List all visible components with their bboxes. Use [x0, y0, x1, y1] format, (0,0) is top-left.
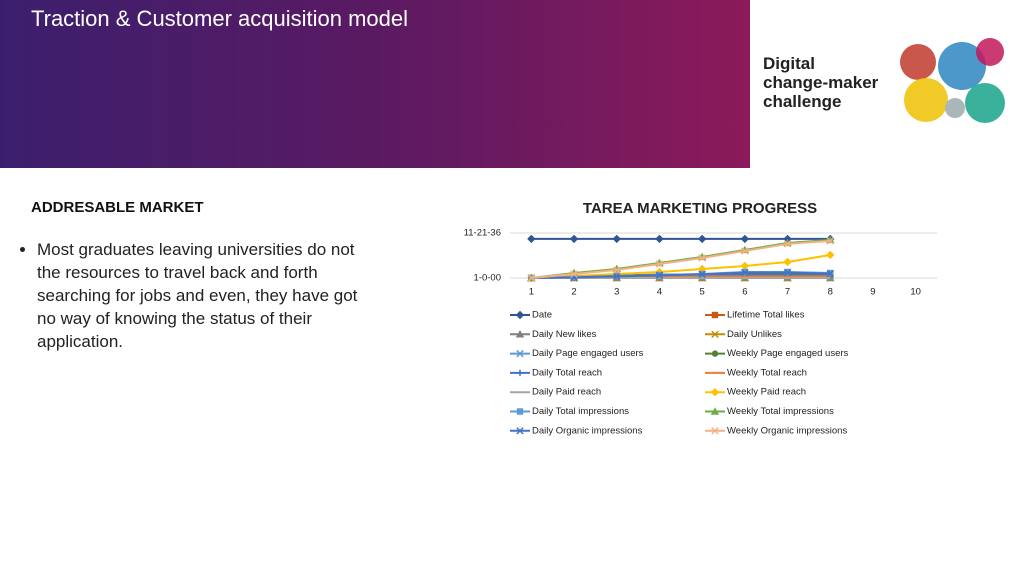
y-tick-label: 11-21-36 — [464, 228, 501, 239]
point — [516, 408, 524, 415]
point — [783, 268, 792, 277]
legend-label: Daily Organic impressions — [532, 425, 643, 436]
point — [740, 261, 750, 271]
logo-line: Digital — [763, 54, 815, 73]
legend-label: Daily Paid reach — [532, 387, 601, 398]
point — [783, 240, 792, 248]
point — [516, 369, 524, 377]
banner — [0, 0, 750, 168]
x-tick-label: 1 — [529, 287, 534, 298]
point — [710, 388, 720, 397]
x-tick-label: 9 — [870, 287, 875, 298]
x-tick-label: 4 — [657, 287, 662, 298]
logo-line: challenge — [763, 92, 842, 111]
point — [783, 257, 792, 267]
point — [698, 270, 706, 279]
legend-label: Lifetime Total likes — [727, 310, 805, 321]
point — [826, 237, 834, 245]
point — [698, 254, 706, 262]
point — [569, 234, 579, 244]
chart-title: TAREA MARKETING PROGRESS — [583, 200, 817, 217]
slide-title: Traction & Customer acquisition model — [31, 6, 409, 31]
x-tick-label: 10 — [910, 287, 921, 298]
series-line — [531, 239, 831, 279]
legend-label: Daily Unlikes — [727, 329, 782, 340]
point — [740, 234, 750, 244]
legend-label: Weekly Total impressions — [727, 406, 834, 417]
x-tick-label: 2 — [571, 287, 576, 298]
series-line — [531, 253, 831, 279]
x-tick-label: 7 — [785, 287, 790, 298]
legend-label: Daily Page engaged users — [532, 348, 644, 359]
point — [612, 234, 621, 244]
point — [515, 330, 525, 338]
point — [516, 427, 524, 435]
point — [711, 427, 719, 435]
legend-label: Weekly Paid reach — [727, 387, 806, 398]
legend-label: Daily Total impressions — [532, 406, 629, 417]
x-tick-label: 6 — [742, 287, 747, 298]
point — [570, 270, 578, 278]
point — [826, 269, 834, 278]
bullet: Most graduates leaving universities do n… — [37, 238, 367, 353]
point — [710, 407, 720, 415]
point — [655, 260, 664, 268]
point — [826, 250, 835, 260]
bullet-list: Most graduates leaving universities do n… — [17, 238, 367, 353]
point — [711, 350, 719, 357]
legend-label: Date — [532, 310, 552, 321]
point — [613, 266, 621, 274]
legend-label: Daily New likes — [532, 329, 597, 340]
section-heading: ADDRESABLE MARKET — [31, 199, 204, 216]
x-tick-label: 5 — [700, 287, 705, 298]
point — [655, 271, 664, 280]
point — [655, 234, 664, 244]
point — [697, 234, 707, 244]
y-tick-label: 1-0-00 — [474, 273, 501, 284]
legend-label: Weekly Organic impressions — [727, 425, 847, 436]
point — [527, 234, 536, 244]
legend-label: Daily Total reach — [532, 367, 602, 378]
series-line — [531, 271, 831, 279]
point — [515, 310, 525, 320]
logo-line: change-maker — [763, 73, 879, 92]
point — [711, 330, 719, 339]
x-tick-label: 3 — [614, 287, 619, 298]
logo: Digital change-maker challenge — [763, 54, 878, 111]
point — [613, 272, 621, 281]
point — [741, 247, 749, 255]
point — [741, 268, 749, 277]
x-tick-label: 8 — [828, 287, 833, 298]
point — [711, 311, 719, 319]
legend-label: Weekly Total reach — [727, 367, 807, 378]
point — [527, 274, 536, 282]
legend-label: Weekly Page engaged users — [727, 348, 849, 359]
point — [516, 349, 524, 358]
